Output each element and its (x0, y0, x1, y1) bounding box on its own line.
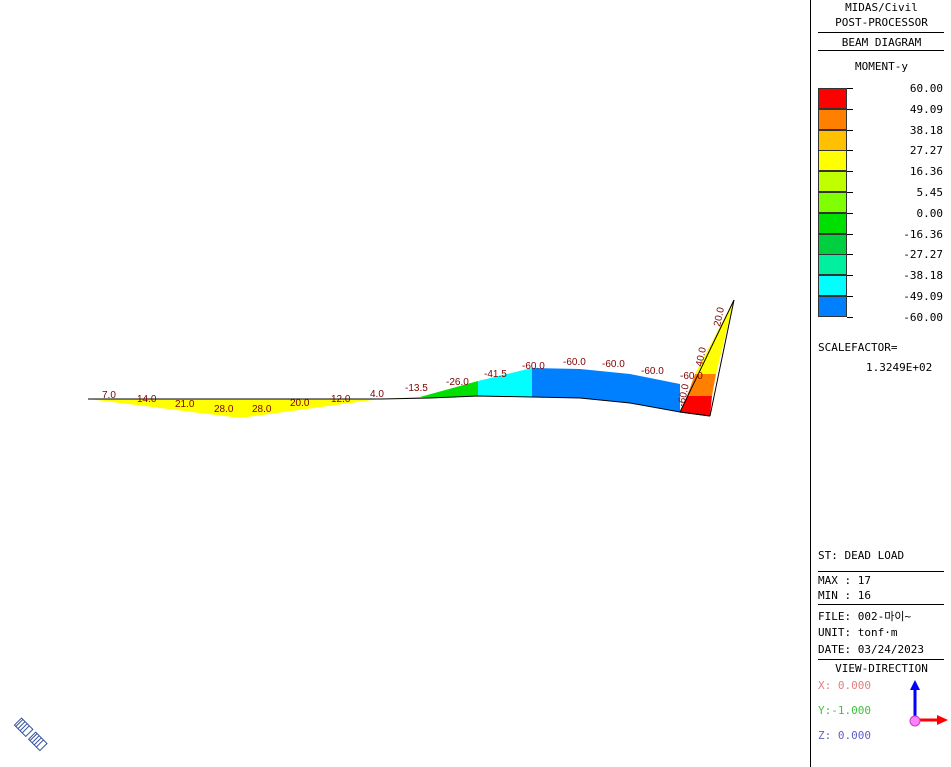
divider (818, 604, 944, 605)
moment-label: 28.0 (214, 404, 234, 415)
moment-label: -60.0 (680, 371, 703, 382)
moment-label: -60.0 (602, 359, 625, 370)
legend-tick (847, 212, 853, 214)
legend-value: 38.18 (909, 123, 943, 137)
pan-zoom-icon[interactable] (13, 717, 48, 752)
moment-label: -60.0 (676, 383, 692, 408)
moment-label: 20.0 (290, 398, 310, 409)
view-direction-title: VIEW-DIRECTION (835, 662, 928, 675)
moment-region-column-orange (687, 374, 716, 396)
component-title: MOMENT-y (855, 60, 908, 73)
legend-tick (847, 150, 853, 152)
legend-value: -49.09 (903, 290, 943, 303)
legend-color-swatch (818, 254, 847, 276)
divider (818, 571, 944, 572)
legend-value: -60.00 (903, 310, 943, 324)
legend-color-swatch (818, 129, 847, 151)
moment-label: 20.0 (712, 306, 727, 328)
legend-color-swatch (818, 192, 847, 213)
moment-region-cyan (478, 368, 532, 397)
moment-label: 7.0 (102, 390, 116, 401)
beam-element (88, 395, 711, 417)
moment-label: 14.0 (137, 394, 157, 405)
legend-value: -16.36 (903, 227, 943, 241)
legend-color-swatch (818, 212, 847, 234)
legend-tick (847, 296, 853, 297)
beam-members (88, 299, 735, 417)
diagram-edge (679, 299, 735, 413)
legend-color-swatch (818, 108, 847, 130)
moment-region-green (420, 381, 478, 398)
legend-value: 27.27 (909, 144, 943, 158)
divider (818, 659, 944, 660)
max-label: MAX : 17 (818, 574, 871, 587)
moment-label: -60.0 (522, 361, 545, 372)
divider (818, 50, 944, 51)
legend-tick (847, 171, 853, 173)
moment-region-column-red (680, 396, 712, 416)
moment-region-positive (240, 399, 380, 418)
diagram-type: BEAM DIAGRAM (841, 36, 922, 49)
legend-color-swatch (818, 150, 847, 172)
moment-label: -60.0 (563, 357, 586, 368)
legend-tick (847, 108, 853, 110)
legend-color-swatch (818, 233, 847, 255)
moment-label: 28.0 (252, 404, 272, 415)
legend-value: 0.00 (916, 206, 944, 220)
moment-labels: 7.0 14.0 21.0 28.0 28.0 20.0 12.0 4.0 -1… (102, 306, 727, 415)
legend-tick (847, 233, 853, 235)
view-z: Z: 0.000 (818, 729, 871, 742)
legend-color-swatch (818, 171, 847, 193)
date-label: DATE: 03/24/2023 (818, 643, 924, 656)
legend-tick (847, 88, 853, 89)
moment-label: 12.0 (331, 394, 351, 405)
legend-tick (847, 192, 853, 193)
legend-value: 16.36 (909, 165, 943, 179)
view-x: X: 0.000 (818, 679, 871, 692)
legend-value: 49.09 (909, 102, 943, 116)
moment-label: -41.5 (484, 369, 507, 380)
model-view[interactable]: 7.0 14.0 21.0 28.0 28.0 20.0 12.0 4.0 -1… (0, 0, 810, 767)
file-label: FILE: 002-마이~ (818, 610, 912, 623)
moment-diagram (88, 300, 734, 418)
column-element (709, 299, 735, 417)
module-name: POST-PROCESSOR (835, 16, 928, 29)
legend-tick (847, 275, 853, 277)
scalefactor-label: SCALEFACTOR= (818, 341, 898, 354)
scalefactor-value: 1.3249E+02 (866, 361, 933, 374)
moment-label: 40.0 (694, 346, 709, 368)
divider (818, 32, 944, 33)
legend-tick (847, 254, 853, 256)
legend-value: -38.18 (903, 269, 943, 283)
legend-tick (847, 316, 853, 318)
legend-color-swatch (818, 275, 847, 297)
legend-value: -27.27 (903, 248, 943, 262)
axis-triad-icon (909, 680, 948, 727)
diagram-edge (679, 411, 711, 417)
legend-color-swatch (818, 296, 847, 317)
legend-value: 60.00 (909, 82, 943, 95)
moment-label: -13.5 (405, 383, 428, 394)
info-panel: MIDAS/Civil POST-PROCESSOR BEAM DIAGRAM … (810, 0, 951, 767)
moment-label: -26.0 (446, 377, 469, 388)
app-name: MIDAS/Civil (845, 1, 918, 14)
legend-value: 5.45 (916, 186, 944, 199)
min-label: MIN : 16 (818, 589, 871, 602)
moment-region-positive (88, 399, 240, 418)
legend-color-swatch (818, 88, 847, 109)
moment-region-column-yellow (695, 300, 734, 374)
moment-label: 4.0 (370, 389, 384, 400)
moment-label: 21.0 (175, 399, 195, 410)
unit-label: UNIT: tonf·m (818, 626, 898, 639)
stage-label: ST: DEAD LOAD (818, 549, 905, 562)
moment-region-negative (532, 368, 680, 412)
legend-tick (847, 129, 853, 131)
moment-label: -60.0 (641, 366, 664, 377)
view-y: Y:-1.000 (818, 704, 871, 717)
